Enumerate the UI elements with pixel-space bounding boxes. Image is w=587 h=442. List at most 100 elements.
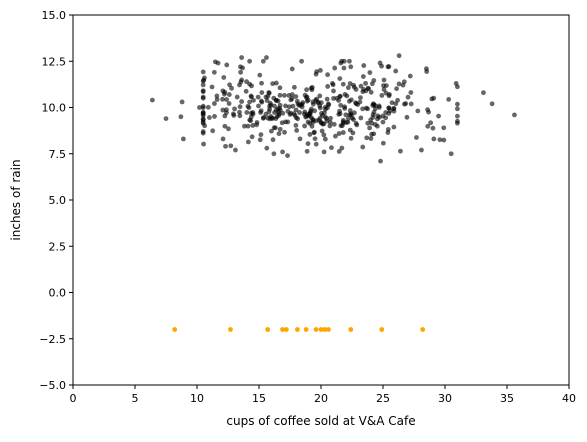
scatter-point-black (251, 97, 256, 103)
scatter-point-black (247, 99, 252, 105)
scatter-point-black (336, 98, 342, 103)
scatter-point-black (325, 101, 331, 107)
scatter-point-black (371, 78, 377, 83)
scatter-point-black (322, 110, 327, 116)
scatter-point-black (202, 75, 207, 81)
scatter-point-black (378, 158, 383, 164)
scatter-point-black (455, 113, 460, 119)
scatter-point-black (297, 136, 303, 142)
scatter-point-black (322, 136, 328, 142)
scatter-point-black (365, 120, 371, 126)
scatter-point-black (312, 136, 318, 142)
scatter-point-black (339, 123, 345, 129)
scatter-point-black (401, 79, 407, 85)
scatter-point-black (424, 66, 429, 72)
scatter-point-black (368, 136, 374, 141)
scatter-point-black (259, 90, 265, 95)
x-tick-label: 15 (252, 392, 266, 405)
scatter-point-black (360, 89, 366, 95)
scatter-point-black (269, 128, 274, 134)
scatter-point-black (249, 134, 255, 140)
scatter-point-black (376, 104, 382, 110)
scatter-point-black (267, 103, 272, 109)
scatter-point-black (408, 90, 414, 95)
scatter-point-black (224, 107, 229, 113)
scatter-point-black (342, 104, 347, 110)
scatter-point-black (223, 143, 228, 149)
scatter-point-black (313, 71, 319, 77)
scatter-point-black (389, 100, 395, 106)
scatter-point-black (215, 60, 221, 66)
scatter-point-black (364, 135, 370, 141)
scatter-point-black (308, 110, 313, 116)
scatter-point-black (414, 135, 419, 140)
scatter-point-black (407, 73, 413, 79)
scatter-point-black (348, 64, 354, 70)
scatter-point-black (200, 88, 206, 94)
scatter-point-black (271, 151, 277, 157)
scatter-point-black (214, 97, 220, 102)
data-points (149, 53, 517, 332)
scatter-point-black (302, 123, 308, 129)
scatter-point-black (297, 110, 302, 115)
scatter-point-black (289, 96, 295, 102)
scatter-point-black (331, 88, 336, 94)
scatter-point-black (325, 105, 330, 111)
scatter-point-black (265, 93, 271, 99)
scatter-point-black (255, 94, 261, 100)
scatter-point-black (337, 94, 343, 99)
scatter-point-black (280, 110, 286, 116)
scatter-point-orange (348, 327, 354, 332)
scatter-point-black (247, 58, 253, 64)
scatter-point-black (244, 110, 250, 115)
scatter-point-black (227, 82, 232, 88)
scatter-point-black (305, 97, 311, 103)
scatter-point-black (361, 63, 367, 68)
scatter-point-black (310, 101, 316, 107)
scatter-point-black (340, 130, 346, 135)
scatter-point-black (239, 99, 245, 104)
scatter-point-black (220, 107, 226, 113)
scatter-point-black (367, 70, 373, 75)
scatter-point-black (347, 58, 352, 64)
scatter-point-black (220, 88, 226, 94)
y-tick-label: −2.5 (39, 333, 66, 346)
scatter-point-black (285, 153, 290, 159)
scatter-point-black (294, 98, 300, 104)
scatter-point-black (319, 128, 325, 134)
scatter-point-black (276, 131, 282, 137)
y-tick-label: 15.0 (42, 9, 67, 22)
y-tick-label: −5.0 (39, 379, 66, 392)
scatter-point-black (239, 55, 245, 60)
scatter-point-black (380, 119, 386, 125)
scatter-point-black (340, 119, 346, 125)
scatter-point-black (367, 125, 372, 131)
scatter-point-black (370, 112, 376, 118)
scatter-point-orange (280, 327, 285, 332)
scatter-point-orange (228, 327, 233, 332)
scatter-point-black (317, 105, 323, 111)
scatter-point-black (455, 118, 460, 124)
scatter-point-black (280, 149, 285, 155)
scatter-point-black (313, 141, 319, 147)
scatter-point-black (238, 79, 244, 85)
y-axis-label: inches of rain (9, 159, 23, 240)
scatter-point-black (329, 145, 334, 151)
x-tick-label: 5 (132, 392, 139, 405)
scatter-point-black (352, 110, 357, 116)
scatter-point-black (325, 84, 331, 89)
scatter-point-black (398, 148, 403, 154)
scatter-point-black (353, 101, 359, 106)
scatter-point-black (291, 84, 297, 90)
scatter-point-black (386, 105, 392, 111)
scatter-point-black (370, 103, 376, 108)
scatter-point-orange (326, 327, 331, 332)
scatter-point-black (425, 123, 431, 129)
scatter-point-black (277, 92, 283, 98)
scatter-point-black (345, 85, 351, 91)
scatter-point-black (277, 102, 283, 108)
scatter-point-black (228, 143, 234, 149)
scatter-point-black (242, 123, 247, 129)
scatter-point-black (233, 147, 238, 153)
